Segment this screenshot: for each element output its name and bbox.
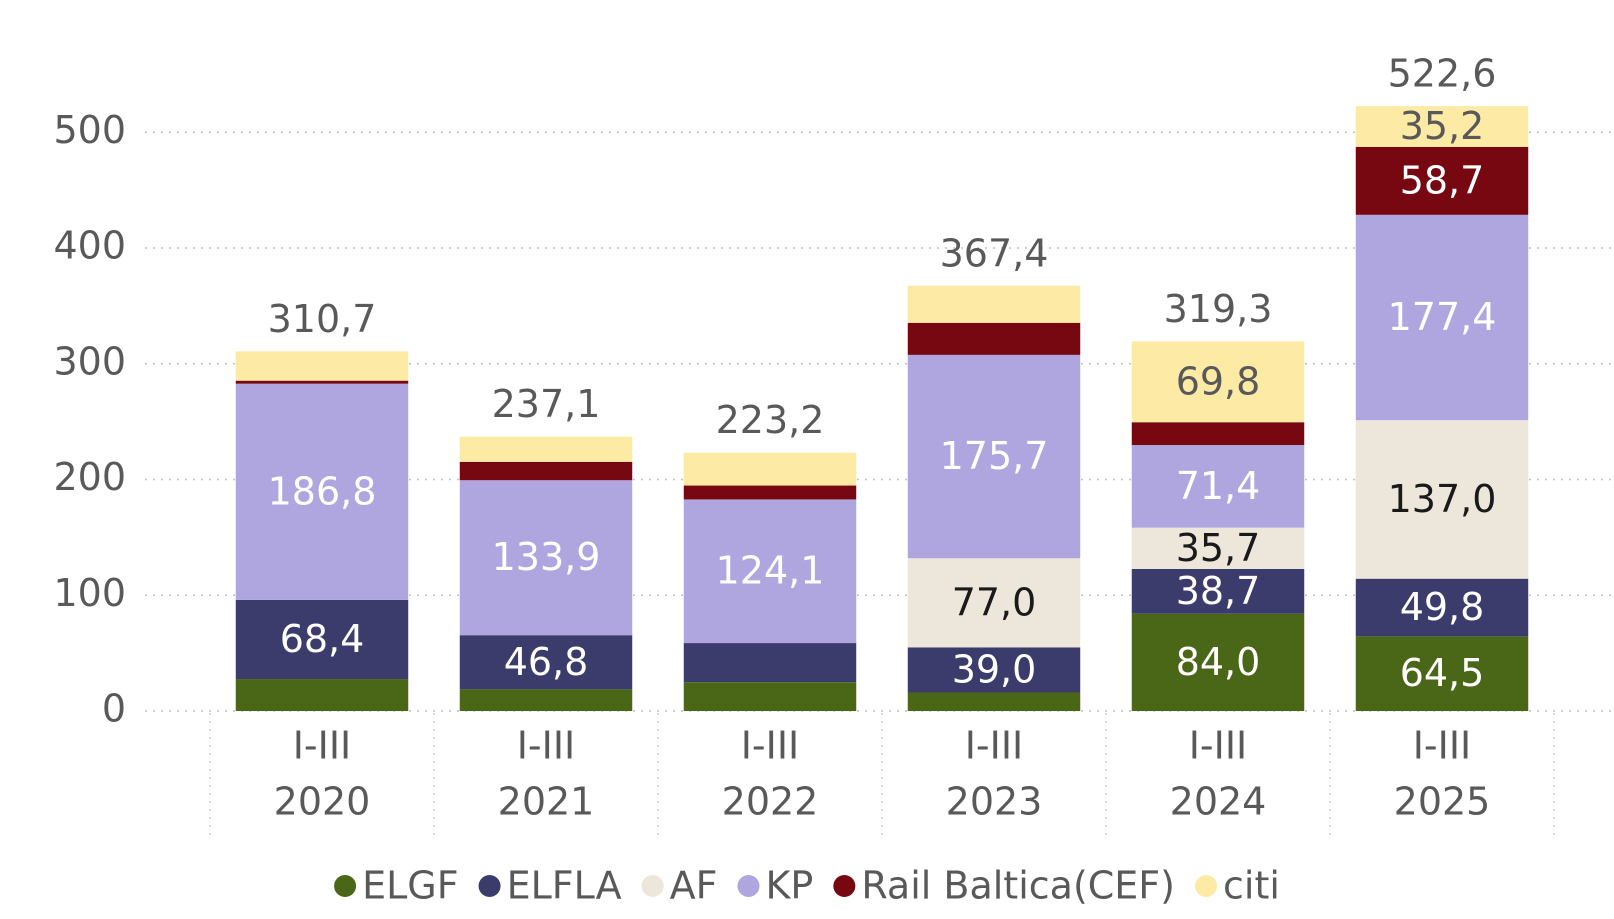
bar-segment xyxy=(235,351,409,381)
x-tick-label: 2024 xyxy=(1170,780,1267,824)
bar-segment xyxy=(235,599,409,680)
data-label: 64,5 xyxy=(1400,651,1485,695)
y-tick-label: 400 xyxy=(53,224,126,268)
bar-segment xyxy=(907,354,1081,559)
legend-label: AF xyxy=(670,864,718,908)
legend-label: Rail Baltica(CEF) xyxy=(861,864,1175,908)
data-label: 77,0 xyxy=(952,580,1037,624)
data-label: 71,4 xyxy=(1176,464,1261,508)
x-tick-label: 2023 xyxy=(946,780,1043,824)
legend-marker xyxy=(641,875,664,897)
bar-segment xyxy=(235,383,409,600)
x-tick-label: I-III xyxy=(293,724,352,768)
data-label: 46,8 xyxy=(504,640,589,684)
total-label: 367,4 xyxy=(940,231,1049,275)
data-label: 84,0 xyxy=(1176,640,1261,684)
data-label: 186,8 xyxy=(268,469,377,513)
data-label: 175,7 xyxy=(940,434,1049,478)
x-tick-label: 2021 xyxy=(498,780,595,824)
data-label: 35,2 xyxy=(1400,104,1485,148)
bar-segment xyxy=(459,436,633,462)
data-label: 177,4 xyxy=(1388,295,1497,339)
x-tick-label: I-III xyxy=(965,724,1024,768)
bar-segment xyxy=(1131,527,1305,569)
bar-segment xyxy=(907,692,1081,711)
bar-segment xyxy=(459,635,633,690)
bar-segment xyxy=(1355,146,1529,215)
bar-segment xyxy=(683,682,857,711)
x-tick-label: I-III xyxy=(1413,724,1472,768)
bar-segment xyxy=(907,647,1081,693)
y-tick-label: 300 xyxy=(53,339,126,383)
legend-label: ELFLA xyxy=(507,864,622,908)
bar-segment xyxy=(907,285,1081,323)
data-label: 38,7 xyxy=(1176,569,1261,613)
total-label: 237,1 xyxy=(492,382,601,426)
legend-label: ELGF xyxy=(362,864,458,908)
legend-label: citi xyxy=(1223,864,1280,908)
legend-marker xyxy=(833,875,856,897)
bar-segment xyxy=(1355,214,1529,421)
bar-segment xyxy=(459,480,633,636)
data-label: 124,1 xyxy=(716,549,825,593)
bar-segment xyxy=(907,558,1081,648)
bar-segment xyxy=(1355,106,1529,147)
bar-segment xyxy=(907,322,1081,355)
total-label: 223,2 xyxy=(716,398,825,442)
legend-label: KP xyxy=(766,864,814,908)
bar-segment xyxy=(235,679,409,711)
y-tick-label: 500 xyxy=(53,108,126,152)
bar-segment xyxy=(1355,636,1529,711)
bar-segment xyxy=(683,452,857,486)
legend-marker xyxy=(737,875,760,897)
bar-segment xyxy=(1131,568,1305,614)
bar-segment xyxy=(1131,341,1305,423)
bar-segment xyxy=(1355,578,1529,637)
bar-segment xyxy=(1131,445,1305,528)
x-tick-label: 2025 xyxy=(1394,780,1491,824)
data-label: 69,8 xyxy=(1176,359,1261,403)
x-tick-label: 2020 xyxy=(274,780,371,824)
x-tick-label: I-III xyxy=(517,724,576,768)
bar-segment xyxy=(459,461,633,481)
data-label: 35,7 xyxy=(1176,526,1261,570)
total-label: 319,3 xyxy=(1164,287,1273,331)
bar-segment xyxy=(459,689,633,711)
total-label: 310,7 xyxy=(268,297,377,341)
legend-marker xyxy=(478,875,501,897)
bar-segment xyxy=(1355,420,1529,579)
bar-segment xyxy=(683,485,857,500)
bar-segment xyxy=(683,643,857,683)
data-label: 49,8 xyxy=(1400,585,1485,629)
x-tick-label: I-III xyxy=(1189,724,1248,768)
y-tick-label: 100 xyxy=(53,571,126,615)
data-label: 137,0 xyxy=(1388,477,1497,521)
data-label: 133,9 xyxy=(492,535,601,579)
legend-marker xyxy=(334,875,357,897)
data-label: 58,7 xyxy=(1400,158,1485,202)
data-label: 68,4 xyxy=(280,617,365,661)
bar-segment xyxy=(235,380,409,384)
y-tick-label: 200 xyxy=(53,455,126,499)
legend-marker xyxy=(1195,875,1217,897)
bar-segment xyxy=(1131,422,1305,446)
bar-segment xyxy=(1131,613,1305,711)
bar-segment xyxy=(683,499,857,644)
data-label: 39,0 xyxy=(952,647,1037,691)
total-label: 522,6 xyxy=(1388,52,1497,96)
x-tick-label: I-III xyxy=(741,724,800,768)
x-tick-label: 2022 xyxy=(722,780,819,824)
y-tick-label: 0 xyxy=(102,687,126,731)
